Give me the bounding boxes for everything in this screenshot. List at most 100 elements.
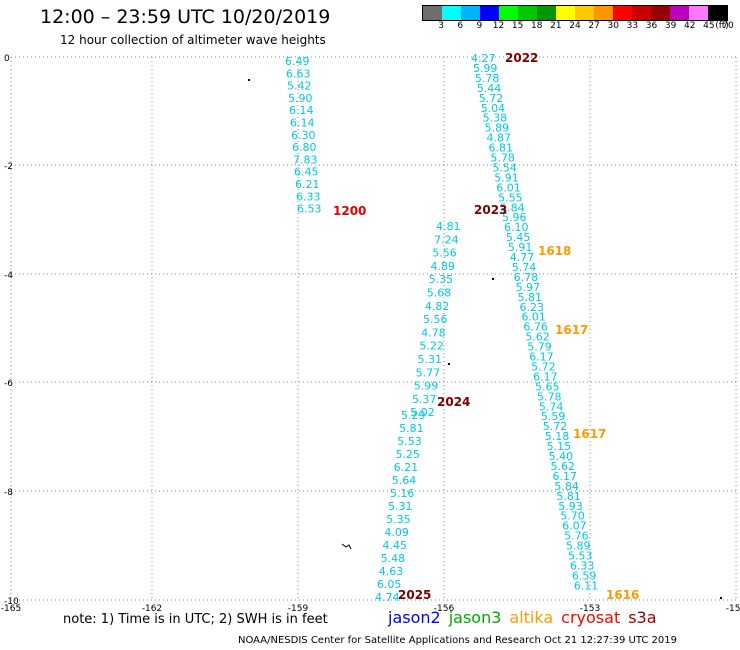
satellite-name: jason2	[388, 608, 441, 627]
pass-time-label: 1616	[606, 588, 639, 602]
swh-value: 6.21	[394, 461, 419, 474]
legend-swatch	[442, 6, 461, 20]
legend-swatch	[689, 6, 708, 20]
legend-swatch	[537, 6, 556, 20]
swh-value: 5.77	[416, 366, 441, 379]
legend-label: 42	[684, 21, 696, 31]
swh-value: 5.91	[508, 241, 533, 254]
legend-swatch	[423, 6, 442, 20]
page-title: 12:00 – 23:59 UTC 10/20/2019	[40, 6, 331, 28]
track-time-label: 1200	[333, 204, 366, 218]
legend-label: 39	[664, 21, 677, 31]
swh-value: 4.27	[471, 52, 496, 65]
legend-label: 24	[569, 21, 581, 31]
legend-swatch	[594, 6, 613, 20]
swh-value: 4.81	[436, 220, 461, 233]
legend-swatch	[651, 6, 670, 20]
swh-value: 6.21	[295, 178, 320, 191]
legend-label: 27	[588, 21, 600, 31]
legend-label: 33	[626, 21, 639, 31]
swh-value: 6.01	[496, 181, 520, 194]
swh-value: 5.54	[492, 161, 516, 174]
legend-swatch	[499, 6, 518, 20]
footnote: note: 1) Time is in UTC; 2) SWH is in fe…	[63, 612, 328, 627]
island-marker	[492, 278, 494, 280]
x-tick-label: -156	[434, 604, 455, 614]
pass-time-label: 1618	[538, 244, 571, 258]
swh-value: 6.45	[294, 166, 319, 179]
swh-value: 5.78	[475, 72, 500, 85]
legend-label: 9	[476, 21, 483, 31]
swh-value: 5.84	[554, 480, 579, 493]
satellite-name: s3a	[628, 608, 657, 627]
swh-value: 5.53	[397, 435, 422, 448]
track-time-label: 2024	[437, 395, 470, 409]
legend-swatch	[518, 6, 537, 20]
swh-value: 5.53	[568, 550, 593, 563]
swh-value: 5.45	[506, 231, 531, 244]
track-time-label: 2023	[474, 203, 507, 217]
pass-time-label: 1617	[573, 427, 606, 441]
swh-value: 6.78	[514, 271, 539, 284]
island-marker	[248, 79, 250, 81]
swh-value: 5.74	[512, 261, 537, 274]
swh-value: 6.10	[504, 221, 528, 234]
legend-swatch	[632, 6, 651, 20]
swh-value: 5.99	[414, 380, 439, 393]
color-legend	[422, 5, 728, 21]
legend-swatch	[480, 6, 499, 20]
swh-value: 5.74	[539, 400, 564, 413]
swh-value: 6.01	[521, 311, 546, 324]
swh-value: 5.02	[410, 406, 435, 419]
swh-value: 4.87	[487, 132, 512, 145]
swh-value: 6.76	[523, 321, 548, 334]
swh-value: 5.56	[423, 313, 448, 326]
legend-swatch	[461, 6, 480, 20]
swh-value: 5.35	[429, 273, 454, 286]
swh-value: 5.56	[432, 247, 457, 260]
x-tick-label: -165	[1, 604, 21, 614]
x-tick-label: -150	[726, 604, 740, 614]
legend-label: 15	[511, 21, 524, 31]
swh-value: 5.78	[490, 152, 515, 165]
swh-value: 6.30	[291, 129, 316, 142]
legend-label: 70	[722, 21, 734, 31]
pass-time-label: 1617	[555, 323, 588, 337]
swh-value: 4.45	[383, 539, 408, 552]
satellite-name: altika	[509, 608, 554, 627]
legend-swatch	[708, 6, 727, 20]
swh-value: 5.29	[401, 409, 426, 422]
legend-label: 12	[492, 21, 505, 31]
swh-value: 6.23	[520, 301, 545, 314]
island-marker	[341, 543, 352, 550]
y-tick-label: -8	[4, 488, 13, 498]
swh-value: 5.78	[537, 390, 562, 403]
swh-value: 5.38	[483, 112, 508, 125]
legend-label: (ft)	[715, 21, 729, 31]
legend-swatch	[670, 6, 689, 20]
legend-label: 30	[607, 21, 619, 31]
swh-value: 5.42	[287, 80, 312, 93]
swh-value: 5.79	[527, 341, 552, 354]
x-tick-label: -162	[142, 604, 162, 614]
swh-value: 5.76	[564, 530, 589, 543]
legend-label: 21	[550, 21, 562, 31]
x-tick-label: -153	[580, 604, 600, 614]
swh-value: 7.83	[293, 153, 318, 166]
legend-label: 45	[703, 21, 715, 31]
swh-value: 5.91	[494, 171, 519, 184]
y-tick-label: -6	[4, 379, 13, 389]
swh-value: 5.68	[427, 287, 452, 300]
swh-value: 5.65	[535, 380, 560, 393]
legend-label: 36	[645, 21, 658, 31]
swh-value: 6.05	[377, 578, 402, 591]
swh-value: 5.04	[481, 102, 506, 115]
swh-value: 5.99	[473, 62, 498, 75]
swh-value: 6.33	[570, 559, 595, 572]
swh-value: 5.62	[525, 331, 550, 344]
island-marker	[720, 597, 722, 599]
swh-value: 5.70	[560, 510, 585, 523]
swh-value: 6.59	[572, 569, 597, 582]
swh-value: 5.81	[518, 291, 543, 304]
